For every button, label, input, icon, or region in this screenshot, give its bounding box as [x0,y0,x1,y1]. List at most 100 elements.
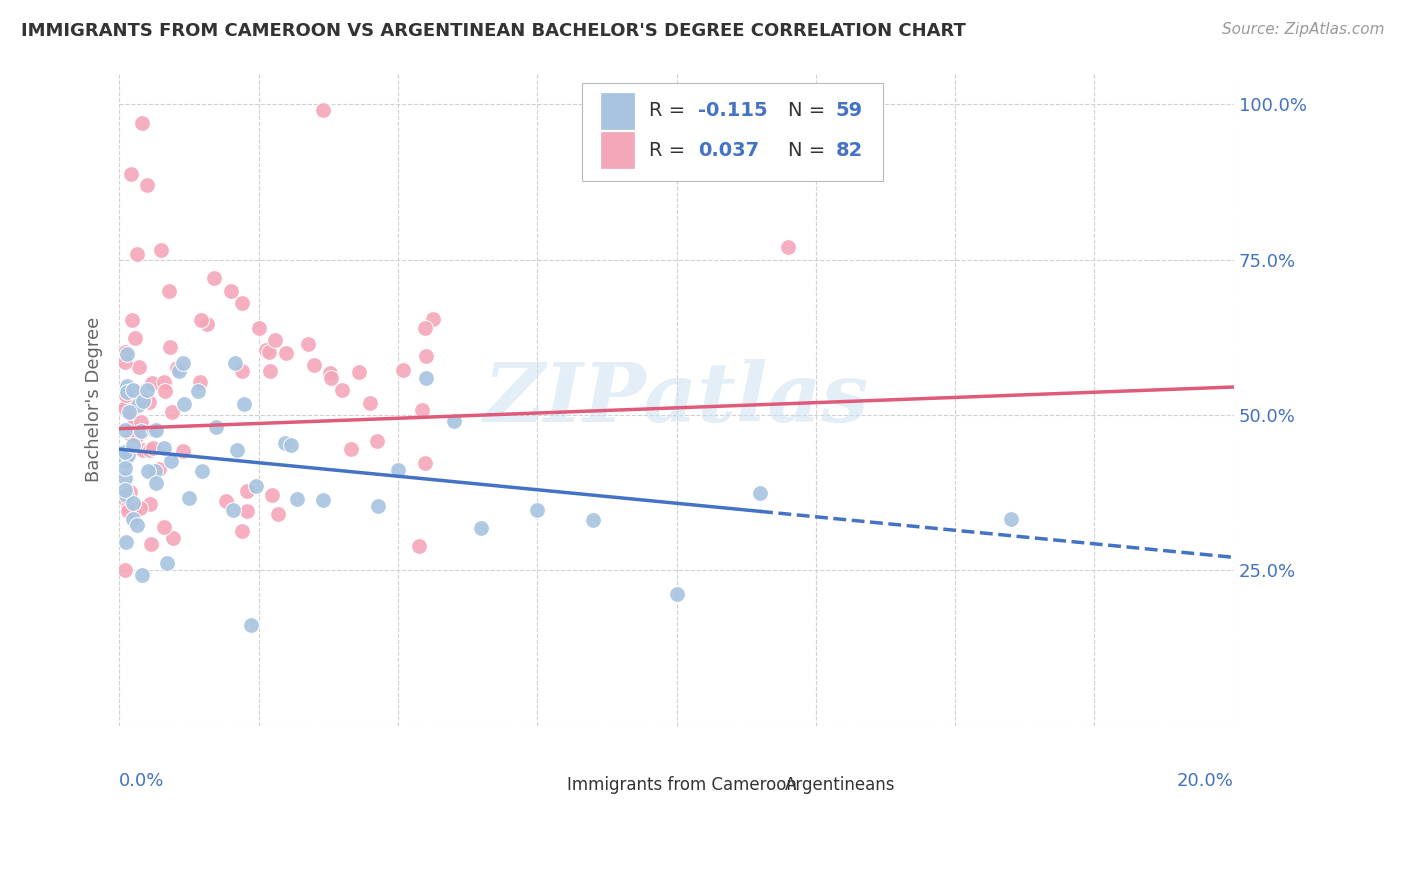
Point [115,534,138,549]
Point [205,419,228,434]
Bar [600,93,634,128]
Point [131,116,153,130]
Point [239,618,262,632]
Point [114,483,136,497]
Point [776,240,799,254]
Point [231,364,253,378]
Point [159,340,181,354]
Point [219,284,242,298]
Point [224,356,246,370]
Point [215,493,238,508]
Text: N =: N = [787,102,831,120]
Point [415,370,437,384]
Text: 82: 82 [837,141,863,160]
Point [191,464,214,478]
Point [117,448,139,462]
Point [125,518,148,533]
Point [665,587,688,601]
Point [121,383,143,397]
Point [132,442,155,457]
Point [139,443,162,458]
Point [276,346,298,360]
Text: -0.115: -0.115 [697,102,768,120]
Text: IMMIGRANTS FROM CAMEROON VS ARGENTINEAN BACHELOR'S DEGREE CORRELATION CHART: IMMIGRANTS FROM CAMEROON VS ARGENTINEAN … [21,22,966,40]
Point [225,442,247,457]
Point [254,343,277,357]
Point [115,379,138,393]
Point [153,520,176,534]
Point [311,493,333,508]
Point [114,461,136,475]
Point [267,507,290,521]
Point [128,359,150,374]
Text: 0.037: 0.037 [697,141,759,160]
Point [245,479,267,493]
Point [153,441,176,455]
Point [127,393,149,408]
Point [115,347,138,361]
Point [319,370,342,384]
Point [132,394,155,409]
Point [340,442,363,457]
Point [114,400,136,414]
Point [121,512,143,526]
Point [115,388,138,402]
Point [221,503,243,517]
Text: Source: ZipAtlas.com: Source: ZipAtlas.com [1222,22,1385,37]
Point [114,563,136,577]
Point [177,491,200,505]
Point [114,423,136,437]
Point [172,444,194,458]
Point [188,375,211,389]
Point [190,312,212,326]
Point [121,420,143,434]
Point [157,284,180,298]
Point [122,383,145,397]
Point [121,428,143,442]
Point [114,445,136,459]
Point [259,345,281,359]
Point [247,321,270,335]
Point [125,427,148,442]
Point [114,344,136,359]
Point [387,463,409,477]
Point [117,504,139,518]
Point [173,397,195,411]
Point [167,364,190,378]
Point [122,504,145,518]
Y-axis label: Bachelor's Degree: Bachelor's Degree [86,317,103,482]
Point [114,454,136,468]
Point [259,364,281,378]
Point [120,168,142,182]
Point [1000,512,1022,526]
Point [148,462,170,476]
Point [262,488,284,502]
Text: R =: R = [648,141,692,160]
Point [150,243,173,257]
Point [236,504,259,518]
Point [141,536,163,550]
Point [115,385,138,400]
Point [443,414,465,428]
Point [120,405,142,419]
Point [117,500,139,515]
Point [233,397,256,411]
Text: 59: 59 [837,102,863,120]
Point [231,296,253,310]
Point [128,500,150,515]
Point [131,424,153,438]
Point [408,539,430,553]
Point [136,383,159,397]
Point [156,557,179,571]
Point [236,483,259,498]
Point [122,496,145,510]
Point [145,475,167,490]
Point [195,318,218,332]
Point [166,361,188,376]
Point [285,492,308,507]
Point [202,271,225,285]
Point [470,521,492,535]
Point [264,334,287,348]
Point [142,442,165,456]
Text: 0.0%: 0.0% [120,772,165,789]
